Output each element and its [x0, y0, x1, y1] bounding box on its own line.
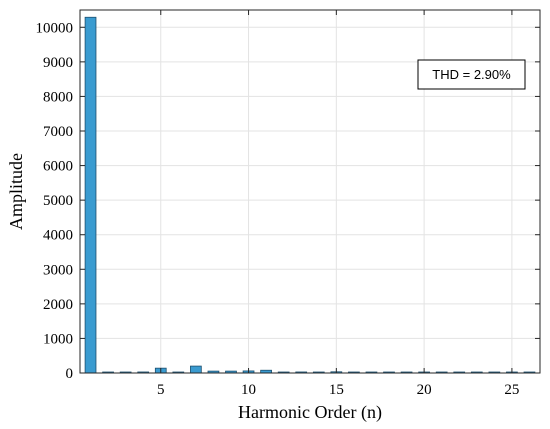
x-tick-label: 20 [417, 382, 432, 398]
plot-frame [79, 9, 541, 374]
annotation-box [417, 59, 526, 90]
y-axis-title: Amplitude [6, 153, 26, 230]
y-tick-label: 1000 [43, 331, 73, 347]
y-tick-label: 9000 [43, 55, 73, 71]
x-tick-label: 5 [157, 382, 165, 398]
y-tick-label: 10000 [36, 20, 74, 36]
x-axis-title: Harmonic Order (n) [238, 402, 382, 423]
x-tick-label: 10 [241, 382, 256, 398]
x-tick-labels: 5 10 15 20 25 [157, 382, 519, 398]
y-tick-label: 2000 [43, 297, 73, 313]
x-tick-label: 15 [329, 382, 344, 398]
y-tick-label: 6000 [43, 159, 73, 175]
bar-harmonic-1 [84, 16, 97, 374]
y-tick-labels: 0 1000 2000 3000 4000 5000 6000 7000 8000 9000 100… [36, 20, 74, 382]
thd-annotation: THD = 2.90% [417, 59, 526, 90]
y-tick-label: 0 [66, 366, 74, 382]
y-tick-label: 4000 [43, 228, 73, 244]
y-tick-label: 5000 [43, 193, 73, 209]
y-tick-label: 8000 [43, 89, 73, 105]
y-tick-label: 7000 [43, 124, 73, 140]
annotation-text: THD = 2.90% [432, 67, 511, 82]
bar-harmonic-7 [190, 365, 202, 374]
x-tick-label: 25 [504, 382, 519, 398]
tick-marks [80, 10, 540, 374]
y-tick-label: 3000 [43, 262, 73, 278]
